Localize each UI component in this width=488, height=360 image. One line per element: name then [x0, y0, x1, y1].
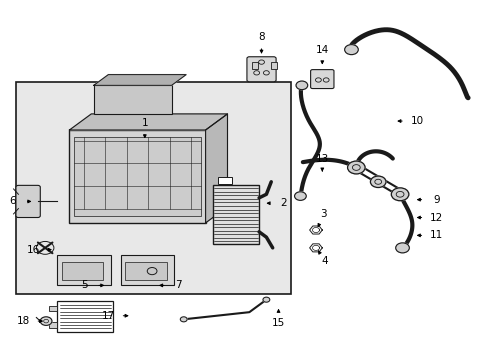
Text: 3: 3 — [320, 210, 326, 220]
Bar — [271, 62, 277, 69]
Bar — [74, 137, 201, 216]
FancyBboxPatch shape — [69, 130, 205, 223]
FancyBboxPatch shape — [120, 255, 174, 285]
Bar — [212, 185, 259, 244]
Text: 4: 4 — [321, 256, 327, 266]
Text: 10: 10 — [410, 116, 423, 126]
Text: 2: 2 — [280, 198, 286, 208]
Circle shape — [344, 45, 358, 55]
Circle shape — [180, 317, 187, 322]
Bar — [16, 82, 290, 294]
FancyBboxPatch shape — [310, 69, 333, 89]
Circle shape — [40, 317, 52, 325]
Bar — [94, 85, 171, 114]
Text: 1: 1 — [141, 118, 148, 128]
Circle shape — [294, 192, 305, 201]
Text: 13: 13 — [315, 154, 328, 163]
Polygon shape — [309, 244, 322, 252]
Circle shape — [295, 81, 307, 90]
Text: 7: 7 — [175, 280, 182, 291]
Text: 11: 11 — [429, 230, 442, 240]
FancyBboxPatch shape — [16, 185, 40, 217]
Text: 16: 16 — [26, 245, 40, 255]
Bar — [62, 262, 103, 280]
Circle shape — [395, 243, 408, 253]
Text: 18: 18 — [17, 316, 30, 326]
Text: 14: 14 — [315, 45, 328, 55]
Bar — [57, 301, 113, 332]
FancyBboxPatch shape — [246, 57, 276, 82]
Polygon shape — [69, 114, 227, 130]
Bar — [217, 177, 232, 184]
Bar — [251, 62, 257, 69]
Bar — [48, 306, 57, 311]
Text: 8: 8 — [258, 32, 264, 42]
Text: 15: 15 — [271, 318, 285, 328]
Bar — [48, 322, 57, 328]
Text: 9: 9 — [432, 195, 439, 204]
Circle shape — [347, 161, 365, 174]
Circle shape — [390, 188, 408, 201]
Circle shape — [370, 176, 385, 188]
FancyBboxPatch shape — [57, 255, 111, 285]
Bar — [125, 262, 166, 280]
Polygon shape — [309, 226, 322, 234]
Polygon shape — [205, 114, 227, 223]
Circle shape — [263, 297, 269, 302]
Text: 17: 17 — [102, 311, 115, 321]
Text: 12: 12 — [429, 212, 442, 222]
Polygon shape — [94, 75, 186, 85]
Text: 5: 5 — [81, 280, 87, 291]
Text: 6: 6 — [9, 197, 16, 206]
